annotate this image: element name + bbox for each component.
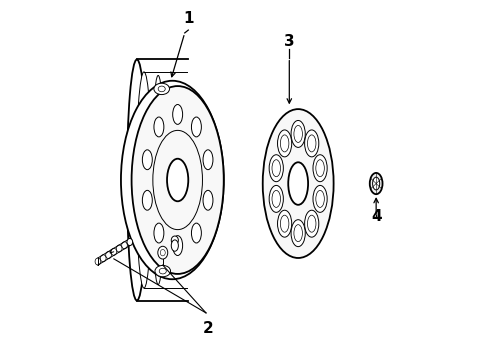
Ellipse shape <box>192 117 201 137</box>
Ellipse shape <box>172 236 183 256</box>
Ellipse shape <box>121 81 224 279</box>
Ellipse shape <box>305 210 319 237</box>
Ellipse shape <box>127 59 147 301</box>
Ellipse shape <box>269 155 283 182</box>
Ellipse shape <box>167 159 188 201</box>
Ellipse shape <box>127 59 147 301</box>
Ellipse shape <box>370 173 383 194</box>
Ellipse shape <box>132 86 224 274</box>
Ellipse shape <box>277 130 292 157</box>
Ellipse shape <box>152 76 165 284</box>
Ellipse shape <box>291 121 305 147</box>
Ellipse shape <box>203 190 213 210</box>
Ellipse shape <box>136 72 152 288</box>
Text: 4: 4 <box>371 209 381 224</box>
Ellipse shape <box>192 223 201 243</box>
Text: 3: 3 <box>284 34 294 49</box>
Ellipse shape <box>154 83 170 95</box>
Ellipse shape <box>172 236 178 244</box>
Ellipse shape <box>154 117 164 137</box>
Ellipse shape <box>305 130 319 157</box>
Ellipse shape <box>143 190 152 210</box>
Text: 1: 1 <box>183 11 194 26</box>
Ellipse shape <box>155 265 171 277</box>
Ellipse shape <box>203 150 213 170</box>
Ellipse shape <box>313 185 327 212</box>
Ellipse shape <box>172 240 178 251</box>
Text: 2: 2 <box>202 321 213 336</box>
Ellipse shape <box>172 104 183 124</box>
Ellipse shape <box>154 223 164 243</box>
Ellipse shape <box>269 185 283 212</box>
Ellipse shape <box>291 220 305 247</box>
Ellipse shape <box>288 162 308 205</box>
Ellipse shape <box>158 246 168 259</box>
Ellipse shape <box>127 238 133 246</box>
Ellipse shape <box>143 150 152 170</box>
Ellipse shape <box>313 155 327 182</box>
Ellipse shape <box>372 177 380 190</box>
Ellipse shape <box>277 210 292 237</box>
Ellipse shape <box>263 109 334 258</box>
